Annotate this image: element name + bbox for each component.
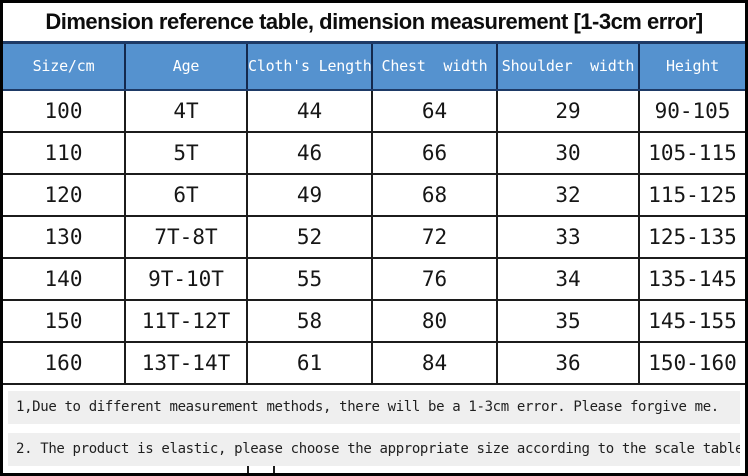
table-cell: 52 bbox=[246, 214, 373, 259]
table-row: 140 9T-10T 55 76 34 135-145 bbox=[3, 256, 745, 301]
column-header-cloths-length: Cloth's Length bbox=[246, 41, 373, 91]
table-cell: 35 bbox=[496, 298, 640, 343]
footnotes-section: 1,Due to different measurement methods, … bbox=[3, 385, 745, 466]
table-cell: 33 bbox=[496, 214, 640, 259]
title-band: Dimension reference table, dimension mea… bbox=[3, 3, 745, 41]
table-cell: 13T-14T bbox=[124, 340, 248, 385]
cut-off-next-table-fragment bbox=[3, 466, 745, 473]
table-cell: 7T-8T bbox=[124, 214, 248, 259]
table-cell: 34 bbox=[496, 256, 640, 301]
table-cell: 66 bbox=[371, 130, 498, 175]
column-header-chest-width: Chest width bbox=[371, 41, 498, 91]
table-cell: 61 bbox=[246, 340, 373, 385]
table-cell: 58 bbox=[246, 298, 373, 343]
table-cell: 36 bbox=[496, 340, 640, 385]
table-cell: 29 bbox=[496, 88, 640, 133]
table-cell: 115-125 bbox=[638, 172, 745, 217]
table-cell: 160 bbox=[3, 340, 126, 385]
table-cell: 90-105 bbox=[638, 88, 745, 133]
table-cell: 49 bbox=[246, 172, 373, 217]
table-cell: 72 bbox=[371, 214, 498, 259]
table-cell: 105-115 bbox=[638, 130, 745, 175]
table-cell: 6T bbox=[124, 172, 248, 217]
table-cell: 100 bbox=[3, 88, 126, 133]
table-row: 130 7T-8T 52 72 33 125-135 bbox=[3, 214, 745, 259]
column-header-height: Height bbox=[638, 41, 745, 91]
table-cell: 140 bbox=[3, 256, 126, 301]
table-cell: 150 bbox=[3, 298, 126, 343]
table-cell: 125-135 bbox=[638, 214, 745, 259]
column-header-age: Age bbox=[124, 41, 248, 91]
table-cell: 135-145 bbox=[638, 256, 745, 301]
table-cell: 55 bbox=[246, 256, 373, 301]
column-header-shoulder-width: Shoulder width bbox=[496, 41, 640, 91]
column-header-size-cm: Size/cm bbox=[3, 41, 126, 91]
table-cell: 44 bbox=[246, 88, 373, 133]
table-row: 160 13T-14T 61 84 36 150-160 bbox=[3, 340, 745, 385]
table-cell: 5T bbox=[124, 130, 248, 175]
footnote-elastic-sizing: 2. The product is elastic, please choose… bbox=[8, 432, 740, 466]
table-cell: 84 bbox=[371, 340, 498, 385]
table-cell: 120 bbox=[3, 172, 126, 217]
table-cell: 11T-12T bbox=[124, 298, 248, 343]
footnote-measurement-error: 1,Due to different measurement methods, … bbox=[8, 390, 740, 424]
table-cell: 4T bbox=[124, 88, 248, 133]
table-row: 110 5T 46 66 30 105-115 bbox=[3, 130, 745, 175]
table-cell: 64 bbox=[371, 88, 498, 133]
table-cell: 9T-10T bbox=[124, 256, 248, 301]
table-cell: 130 bbox=[3, 214, 126, 259]
table-row: 100 4T 44 64 29 90-105 bbox=[3, 88, 745, 133]
table-cell: 145-155 bbox=[638, 298, 745, 343]
table-cell: 76 bbox=[371, 256, 498, 301]
table-cell: 68 bbox=[371, 172, 498, 217]
table-cell: 80 bbox=[371, 298, 498, 343]
table-row: 150 11T-12T 58 80 35 145-155 bbox=[3, 298, 745, 343]
table-cell: 32 bbox=[496, 172, 640, 217]
page-title: Dimension reference table, dimension mea… bbox=[45, 9, 703, 34]
table-row: 120 6T 49 68 32 115-125 bbox=[3, 172, 745, 217]
header-row: Size/cm Age Cloth's Length Chest width S… bbox=[3, 41, 745, 91]
size-chart-table: Size/cm Age Cloth's Length Chest width S… bbox=[3, 41, 745, 385]
table-cell: 46 bbox=[246, 130, 373, 175]
table-cell: 30 bbox=[496, 130, 640, 175]
table-cell: 150-160 bbox=[638, 340, 745, 385]
table-cell: 110 bbox=[3, 130, 126, 175]
